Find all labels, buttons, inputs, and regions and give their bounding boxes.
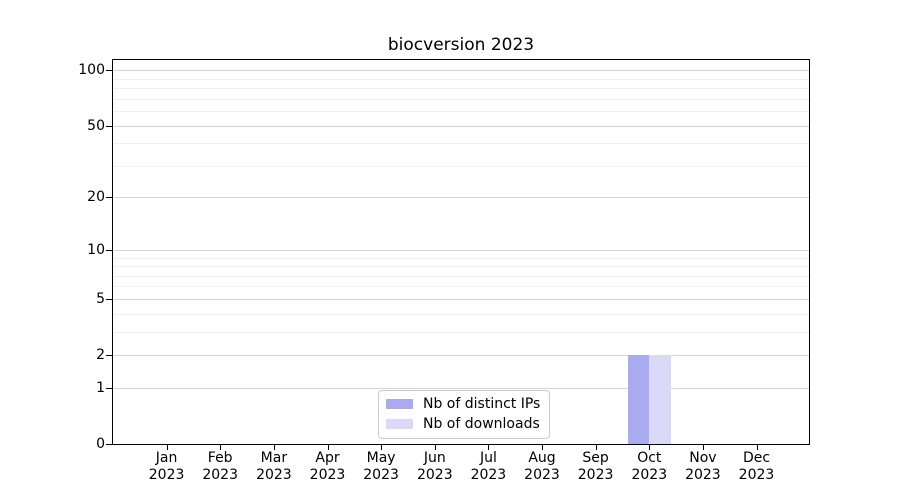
gridline-minor bbox=[113, 98, 809, 100]
plot-area bbox=[112, 59, 810, 445]
y-tick bbox=[106, 250, 112, 251]
x-tick bbox=[702, 445, 704, 450]
gridline-major bbox=[113, 70, 809, 72]
x-tick-year: 2023 bbox=[363, 467, 399, 483]
x-tick-year: 2023 bbox=[577, 467, 614, 483]
bar-nb-of-distinct-ips-oct bbox=[627, 355, 650, 444]
y-tick-label: 10 bbox=[87, 242, 105, 258]
gridline-minor bbox=[113, 143, 809, 145]
legend-entry-distinct-ips: Nb of distinct IPs bbox=[386, 395, 540, 413]
x-tick-label: Jan 2023 bbox=[135, 450, 199, 484]
gridline-minor bbox=[113, 165, 809, 167]
x-tick-year: 2023 bbox=[685, 467, 721, 483]
x-tick-label: Dec 2023 bbox=[725, 450, 789, 484]
x-tick-label: May 2023 bbox=[349, 450, 413, 484]
x-tick-month: Dec bbox=[742, 450, 771, 466]
x-tick bbox=[327, 445, 329, 450]
gridline-minor bbox=[113, 88, 809, 89]
x-tick-label: Oct 2023 bbox=[617, 450, 681, 484]
gridline-major bbox=[113, 197, 809, 199]
y-tick-label: 2 bbox=[96, 347, 105, 363]
y-tick-label: 1 bbox=[96, 380, 105, 396]
x-tick-label: Jul 2023 bbox=[456, 450, 520, 484]
x-tick-year: 2023 bbox=[148, 467, 185, 483]
x-tick-year: 2023 bbox=[256, 467, 292, 483]
y-tick-label: 50 bbox=[87, 118, 105, 134]
x-tick bbox=[220, 445, 222, 450]
gridline-minor bbox=[113, 111, 809, 112]
legend-label-distinct-ips: Nb of distinct IPs bbox=[423, 396, 541, 412]
y-tick bbox=[106, 197, 112, 198]
gridline-minor bbox=[113, 313, 809, 315]
x-tick bbox=[381, 445, 383, 450]
x-tick-year: 2023 bbox=[309, 467, 346, 483]
x-tick-year: 2023 bbox=[631, 467, 668, 483]
x-tick-month: Oct bbox=[637, 450, 662, 466]
y-tick bbox=[106, 355, 112, 356]
x-tick bbox=[649, 445, 651, 450]
y-tick-label: 100 bbox=[78, 62, 105, 78]
gridline-major bbox=[113, 298, 809, 300]
x-tick-label: Aug 2023 bbox=[510, 450, 574, 484]
x-tick-label: Mar 2023 bbox=[242, 450, 306, 484]
x-tick-month: Nov bbox=[689, 450, 717, 466]
x-tick-label: Apr 2023 bbox=[296, 450, 360, 484]
x-tick-month: Mar bbox=[260, 450, 288, 466]
chart-title: biocversion 2023 bbox=[387, 35, 535, 55]
x-tick-label: Jun 2023 bbox=[403, 450, 467, 484]
y-tick-label: 5 bbox=[96, 291, 105, 307]
gridline-major bbox=[113, 125, 809, 127]
x-tick-label: Sep 2023 bbox=[564, 450, 628, 484]
legend-label-downloads: Nb of downloads bbox=[423, 416, 540, 432]
x-tick-label: Nov 2023 bbox=[671, 450, 735, 484]
gridline-minor bbox=[113, 331, 809, 333]
gridline-minor bbox=[113, 275, 809, 277]
x-tick-year: 2023 bbox=[202, 467, 238, 483]
x-tick-month: Jan bbox=[155, 450, 178, 466]
legend-entry-downloads: Nb of downloads bbox=[386, 415, 540, 433]
y-tick bbox=[106, 444, 112, 445]
x-tick-month: Aug bbox=[528, 450, 556, 466]
bar-nb-of-downloads-oct bbox=[649, 355, 671, 444]
x-tick-label: Feb 2023 bbox=[188, 450, 252, 484]
x-tick bbox=[595, 445, 597, 450]
x-tick-month: Jun bbox=[423, 450, 446, 466]
x-tick-year: 2023 bbox=[470, 467, 507, 483]
x-tick-year: 2023 bbox=[524, 467, 560, 483]
y-tick bbox=[106, 388, 112, 389]
y-tick-label: 0 bbox=[96, 436, 105, 452]
y-tick bbox=[106, 126, 112, 127]
gridline-minor bbox=[113, 286, 809, 288]
x-tick bbox=[542, 445, 543, 450]
x-tick-year: 2023 bbox=[738, 467, 775, 483]
legend-swatch-downloads-icon bbox=[386, 419, 413, 429]
legend: Nb of distinct IPs Nb of downloads bbox=[378, 390, 551, 439]
legend-swatch-distinct-ips-icon bbox=[386, 399, 413, 409]
x-tick-month: Feb bbox=[207, 450, 233, 466]
x-tick-month: Apr bbox=[315, 450, 340, 466]
gridline-minor bbox=[113, 266, 809, 267]
x-tick-month: Sep bbox=[582, 450, 609, 466]
x-tick-year: 2023 bbox=[416, 467, 453, 483]
gridline-major bbox=[113, 355, 809, 356]
x-tick-month: Jul bbox=[479, 450, 497, 466]
y-tick bbox=[106, 299, 112, 300]
x-tick bbox=[488, 445, 490, 450]
x-tick bbox=[273, 445, 275, 450]
x-tick bbox=[434, 445, 436, 450]
gridline-major bbox=[113, 249, 809, 251]
gridline-major bbox=[113, 387, 809, 389]
x-tick bbox=[166, 445, 168, 450]
x-tick-month: May bbox=[366, 450, 396, 466]
y-tick-label: 20 bbox=[87, 189, 105, 205]
x-tick bbox=[756, 445, 758, 450]
gridline-minor bbox=[113, 78, 809, 80]
gridline-minor bbox=[113, 257, 809, 259]
y-tick bbox=[106, 70, 112, 71]
